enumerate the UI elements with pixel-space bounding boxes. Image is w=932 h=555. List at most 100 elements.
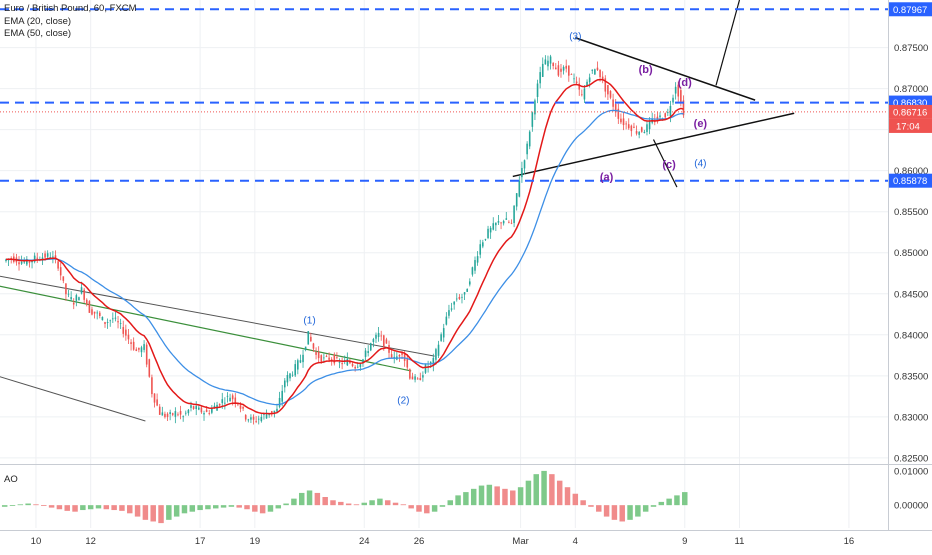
ao-indicator-title: AO <box>4 474 18 485</box>
candle <box>521 161 523 183</box>
candle <box>414 374 416 383</box>
candle-body <box>57 261 59 269</box>
candle-body <box>416 378 419 380</box>
candle-body <box>109 320 112 322</box>
candle <box>458 294 461 301</box>
ao-bar <box>384 500 391 506</box>
candle <box>523 159 526 175</box>
ao-bar <box>580 500 586 506</box>
candle <box>547 55 549 71</box>
candle-body <box>633 126 635 128</box>
candle-body <box>453 301 455 305</box>
candle-body <box>268 414 270 416</box>
time-tick-label: 16 <box>844 536 855 547</box>
candle <box>575 76 578 85</box>
candle <box>638 130 640 139</box>
ao-bar <box>56 505 63 510</box>
candle-body <box>479 244 482 255</box>
ao-bar <box>298 492 305 506</box>
candle-body <box>252 416 255 420</box>
candle-body <box>91 309 93 315</box>
candle-body <box>487 228 489 239</box>
candle <box>211 405 213 415</box>
candle-body <box>646 124 648 132</box>
candle <box>510 219 513 225</box>
ao-bar <box>213 505 219 509</box>
candle-body <box>562 66 565 71</box>
ao-bar <box>533 474 539 506</box>
candle <box>325 354 328 358</box>
candle-body <box>362 359 364 363</box>
candle-body <box>341 363 343 365</box>
candle-body <box>333 354 336 364</box>
candle-body <box>5 259 7 262</box>
candle <box>106 318 109 329</box>
price-tick-label: 0.84500 <box>894 289 928 300</box>
ao-bar <box>306 490 313 506</box>
ao-bar <box>33 504 39 506</box>
candle <box>601 71 604 84</box>
candle-body <box>117 321 119 323</box>
candle-body <box>573 78 575 80</box>
candle-body <box>461 296 463 298</box>
candle-body <box>135 349 138 352</box>
candle <box>497 215 500 225</box>
candle <box>526 141 528 160</box>
time-tick-label: 10 <box>31 536 42 547</box>
candle <box>557 60 560 77</box>
candle-body <box>393 356 396 359</box>
time-tick-label: 12 <box>85 536 96 547</box>
candle <box>539 66 541 89</box>
candle <box>98 310 101 319</box>
candle <box>169 409 171 421</box>
ao-bar <box>205 505 211 510</box>
candle <box>114 311 117 322</box>
candle-body <box>299 360 302 363</box>
candle <box>140 345 143 358</box>
candle <box>453 301 455 310</box>
ao-bar <box>510 490 516 506</box>
candle-body <box>72 302 75 305</box>
candle-body <box>375 334 377 339</box>
candle-body <box>177 414 179 416</box>
candle <box>656 112 659 124</box>
candle-body <box>367 351 369 353</box>
candle <box>234 393 237 408</box>
ao-bar <box>525 480 532 506</box>
candle-body <box>643 131 646 134</box>
candle <box>203 410 205 421</box>
candle <box>184 410 187 416</box>
ao-bar <box>103 505 110 510</box>
candle <box>294 360 297 378</box>
candle-body <box>283 380 286 388</box>
candle-body <box>101 316 104 321</box>
candle <box>411 372 414 380</box>
candle-body <box>380 335 383 337</box>
ao-bar <box>666 498 672 506</box>
price-tick-label: 0.84000 <box>894 330 928 341</box>
ao-bar <box>134 505 141 517</box>
ema50-line <box>6 109 684 406</box>
candle-body <box>656 116 659 120</box>
candle-body <box>247 419 250 421</box>
trend-line-5 <box>652 139 678 188</box>
candle-body <box>276 408 278 412</box>
candle <box>513 205 515 228</box>
ao-bar <box>189 505 196 512</box>
ao-bar <box>322 497 328 506</box>
candle <box>182 415 184 422</box>
candle <box>482 239 484 249</box>
candle <box>195 401 198 416</box>
candle <box>174 407 177 424</box>
candle-body <box>20 261 23 264</box>
ao-bar <box>502 488 508 506</box>
candle-body <box>291 374 294 376</box>
ao-bar <box>682 492 688 506</box>
candle-body <box>281 390 283 402</box>
candle <box>463 292 466 300</box>
candle-body <box>588 77 591 83</box>
candle <box>36 252 39 263</box>
wave-label-purple: (b) <box>639 64 653 76</box>
